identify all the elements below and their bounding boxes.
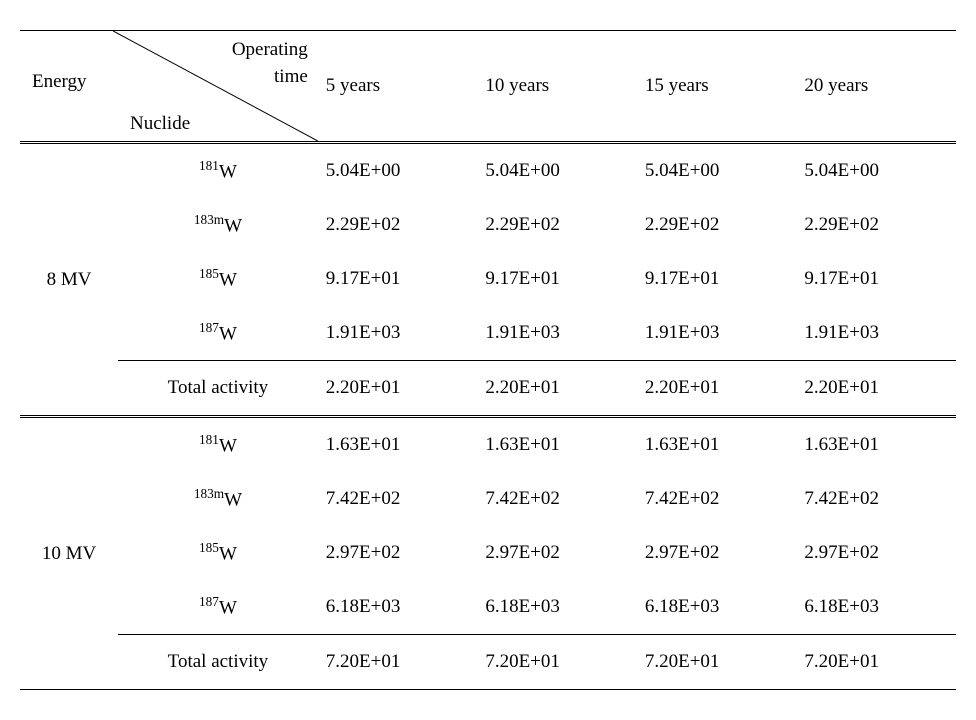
value-cell: 5.04E+00: [637, 143, 797, 199]
value-cell: 2.29E+02: [637, 198, 797, 252]
nuclide-base: W: [219, 544, 237, 565]
total-row: Total activity 7.20E+01 7.20E+01 7.20E+0…: [20, 635, 956, 690]
nuclide-cell: 181W: [118, 417, 318, 473]
nuclide-cell: 185W: [118, 526, 318, 580]
nuclide-base: W: [224, 490, 242, 511]
value-cell: 7.42E+02: [637, 472, 797, 526]
value-cell: 1.91E+03: [637, 306, 797, 361]
nuclide-sup: 185: [199, 266, 219, 281]
nuclide-base: W: [219, 436, 237, 457]
col-10-years: 10 years: [477, 31, 637, 143]
value-cell: 1.91E+03: [477, 306, 637, 361]
value-cell: 5.04E+00: [796, 143, 956, 199]
operating-time-header: Operating time: [232, 37, 308, 90]
value-cell: 9.17E+01: [318, 252, 478, 306]
nuclide-sup: 187: [199, 594, 219, 609]
value-cell: 9.17E+01: [637, 252, 797, 306]
header-row: Energy Operating time Nuclide 5 years 10…: [20, 31, 956, 143]
table-row: 185W 9.17E+01 9.17E+01 9.17E+01 9.17E+01: [20, 252, 956, 306]
operating-l2: time: [274, 66, 308, 87]
total-value: 7.20E+01: [796, 635, 956, 690]
value-cell: 6.18E+03: [796, 580, 956, 635]
table-row: 185W 2.97E+02 2.97E+02 2.97E+02 2.97E+02: [20, 526, 956, 580]
nuclide-cell: 181W: [118, 143, 318, 199]
table-row: 10 MV 181W 1.63E+01 1.63E+01 1.63E+01 1.…: [20, 417, 956, 473]
total-value: 2.20E+01: [796, 361, 956, 417]
table-row: 187W 1.91E+03 1.91E+03 1.91E+03 1.91E+03: [20, 306, 956, 361]
total-row: Total activity 2.20E+01 2.20E+01 2.20E+0…: [20, 361, 956, 417]
value-cell: 1.63E+01: [796, 417, 956, 473]
value-cell: 5.04E+00: [318, 143, 478, 199]
value-cell: 1.63E+01: [637, 417, 797, 473]
energy-10mv: 10 MV: [20, 417, 118, 690]
table-row: 8 MV 181W 5.04E+00 5.04E+00 5.04E+00 5.0…: [20, 143, 956, 199]
stub-header-diagonal: Energy Operating time Nuclide: [20, 31, 318, 143]
energy-header: Energy: [32, 71, 87, 93]
value-cell: 1.91E+03: [796, 306, 956, 361]
nuclide-cell: 183mW: [118, 472, 318, 526]
value-cell: 7.42E+02: [477, 472, 637, 526]
nuclide-sup: 181: [199, 158, 219, 173]
total-value: 2.20E+01: [477, 361, 637, 417]
value-cell: 2.29E+02: [796, 198, 956, 252]
total-value: 7.20E+01: [637, 635, 797, 690]
table-row: 183mW 2.29E+02 2.29E+02 2.29E+02 2.29E+0…: [20, 198, 956, 252]
value-cell: 2.97E+02: [796, 526, 956, 580]
operating-l1: Operating: [232, 39, 308, 60]
table-row: 183mW 7.42E+02 7.42E+02 7.42E+02 7.42E+0…: [20, 472, 956, 526]
nuclide-cell: 187W: [118, 306, 318, 361]
value-cell: 2.29E+02: [477, 198, 637, 252]
total-value: 7.20E+01: [318, 635, 478, 690]
col-20-years: 20 years: [796, 31, 956, 143]
nuclide-sup: 187: [199, 320, 219, 335]
nuclide-sup: 183m: [194, 486, 224, 501]
value-cell: 5.04E+00: [477, 143, 637, 199]
nuclide-cell: 187W: [118, 580, 318, 635]
nuclide-base: W: [219, 324, 237, 345]
col-15-years: 15 years: [637, 31, 797, 143]
value-cell: 2.97E+02: [637, 526, 797, 580]
value-cell: 6.18E+03: [477, 580, 637, 635]
total-label: Total activity: [118, 361, 318, 417]
total-value: 2.20E+01: [637, 361, 797, 417]
nuclide-base: W: [219, 270, 237, 291]
value-cell: 2.29E+02: [318, 198, 478, 252]
total-label: Total activity: [118, 635, 318, 690]
nuclide-base: W: [219, 598, 237, 619]
table-row: 187W 6.18E+03 6.18E+03 6.18E+03 6.18E+03: [20, 580, 956, 635]
value-cell: 6.18E+03: [318, 580, 478, 635]
value-cell: 9.17E+01: [477, 252, 637, 306]
value-cell: 7.42E+02: [796, 472, 956, 526]
activity-table: Energy Operating time Nuclide 5 years 10…: [20, 30, 956, 690]
value-cell: 9.17E+01: [796, 252, 956, 306]
total-value: 7.20E+01: [477, 635, 637, 690]
col-5-years: 5 years: [318, 31, 478, 143]
value-cell: 1.91E+03: [318, 306, 478, 361]
value-cell: 7.42E+02: [318, 472, 478, 526]
value-cell: 1.63E+01: [477, 417, 637, 473]
nuclide-cell: 183mW: [118, 198, 318, 252]
value-cell: 2.97E+02: [318, 526, 478, 580]
nuclide-base: W: [219, 162, 237, 183]
nuclide-cell: 185W: [118, 252, 318, 306]
value-cell: 1.63E+01: [318, 417, 478, 473]
total-value: 2.20E+01: [318, 361, 478, 417]
nuclide-header: Nuclide: [130, 113, 190, 135]
energy-8mv: 8 MV: [20, 143, 118, 417]
nuclide-sup: 181: [199, 432, 219, 447]
value-cell: 6.18E+03: [637, 580, 797, 635]
data-table: Energy Operating time Nuclide 5 years 10…: [20, 30, 956, 690]
nuclide-sup: 183m: [194, 212, 224, 227]
nuclide-sup: 185: [199, 540, 219, 555]
nuclide-base: W: [224, 216, 242, 237]
value-cell: 2.97E+02: [477, 526, 637, 580]
